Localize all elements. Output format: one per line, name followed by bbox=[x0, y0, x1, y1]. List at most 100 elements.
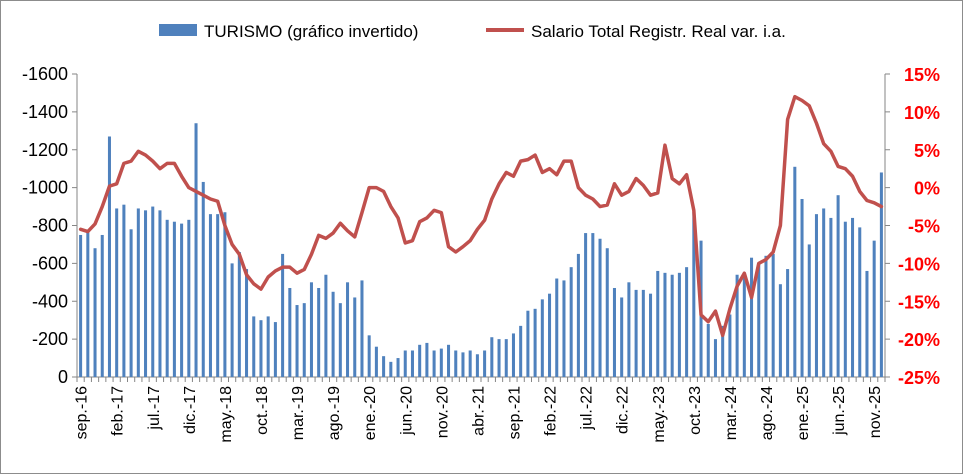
bar bbox=[216, 214, 220, 377]
bar bbox=[165, 219, 169, 377]
bar bbox=[706, 323, 710, 377]
bar bbox=[100, 234, 104, 377]
right-tick-label: -25% bbox=[898, 368, 940, 388]
bar bbox=[295, 305, 299, 377]
bar bbox=[317, 287, 321, 377]
x-tick-label: may.-18 bbox=[218, 386, 235, 443]
bar bbox=[814, 214, 818, 377]
x-tick-label: oct.-23 bbox=[687, 386, 704, 435]
bar bbox=[245, 269, 249, 377]
bar bbox=[223, 212, 227, 377]
legend-bars-label: TURISMO (gráfico invertido) bbox=[204, 22, 418, 41]
bar bbox=[115, 208, 119, 377]
bar bbox=[786, 269, 790, 377]
bar bbox=[822, 208, 826, 377]
bar bbox=[504, 339, 508, 378]
left-tick-label: -1200 bbox=[22, 140, 68, 160]
x-tick-label: may.-23 bbox=[651, 386, 668, 443]
right-tick-label: 0% bbox=[914, 179, 940, 199]
bar bbox=[396, 358, 400, 377]
bar bbox=[757, 263, 761, 378]
bar bbox=[107, 136, 111, 377]
bar bbox=[410, 350, 414, 377]
right-tick-label: 10% bbox=[904, 103, 940, 123]
bar bbox=[346, 282, 350, 377]
bar bbox=[230, 263, 234, 378]
x-tick-label: jul.-22 bbox=[579, 386, 596, 431]
bar bbox=[403, 350, 407, 377]
bar bbox=[461, 352, 465, 377]
left-tick-label: -800 bbox=[32, 216, 68, 236]
bar bbox=[237, 252, 241, 377]
bar bbox=[86, 231, 90, 377]
bar bbox=[721, 325, 725, 377]
left-tick-label: -400 bbox=[32, 291, 68, 311]
bar bbox=[79, 234, 83, 377]
legend-line-label: Salario Total Registr. Real var. i.a. bbox=[531, 22, 786, 41]
bar bbox=[750, 257, 754, 377]
bar bbox=[584, 233, 588, 377]
x-tick-label: ago.-19 bbox=[326, 386, 343, 440]
x-tick-label: dic.-22 bbox=[615, 386, 632, 434]
bar bbox=[497, 339, 501, 378]
bar bbox=[259, 320, 263, 377]
right-tick-label: -10% bbox=[898, 254, 940, 274]
bar bbox=[519, 325, 523, 377]
bar bbox=[829, 217, 833, 377]
bar bbox=[670, 274, 674, 377]
bar bbox=[389, 361, 393, 377]
bar bbox=[879, 172, 883, 377]
bar bbox=[151, 206, 155, 377]
right-tick-label: 5% bbox=[914, 141, 940, 161]
bar bbox=[273, 322, 277, 377]
x-tick-label: ene.-20 bbox=[362, 386, 379, 440]
bar bbox=[418, 344, 422, 377]
x-tick-label: ene.-25 bbox=[795, 386, 812, 440]
bar bbox=[252, 316, 256, 377]
salary-line bbox=[78, 94, 884, 338]
bar bbox=[591, 233, 595, 377]
bar bbox=[425, 342, 429, 377]
x-tick-label: mar.-24 bbox=[723, 386, 740, 440]
x-tick-label: jun.-20 bbox=[398, 386, 415, 436]
bar bbox=[576, 253, 580, 377]
bar bbox=[266, 316, 270, 377]
x-tick-label: jul.-17 bbox=[146, 386, 163, 431]
right-axis-labels: 15% 10% 5% 0% -5% -10% -15% -20% -25% bbox=[898, 65, 940, 388]
bar bbox=[685, 267, 689, 377]
bar bbox=[771, 253, 775, 377]
bar bbox=[122, 204, 126, 377]
left-tick-label: 0 bbox=[58, 367, 68, 387]
bar bbox=[511, 333, 515, 377]
bar bbox=[548, 293, 552, 377]
bar bbox=[288, 287, 292, 377]
bar bbox=[490, 337, 494, 377]
bar bbox=[158, 210, 162, 377]
left-tick-label: -1400 bbox=[22, 102, 68, 122]
bar bbox=[187, 219, 191, 377]
bar bbox=[324, 274, 328, 377]
bar bbox=[360, 280, 364, 377]
left-tick-label: -1000 bbox=[22, 178, 68, 198]
bar bbox=[605, 248, 609, 377]
line-series bbox=[78, 94, 884, 338]
x-tick-label: nov.-20 bbox=[434, 386, 451, 438]
right-tick-label: -15% bbox=[898, 292, 940, 312]
bar bbox=[663, 272, 667, 377]
x-tick-label: abr.-21 bbox=[470, 386, 487, 436]
bar bbox=[612, 287, 616, 377]
bar bbox=[180, 223, 184, 377]
x-tick-label: ago.-24 bbox=[759, 386, 776, 440]
bar bbox=[692, 212, 696, 377]
x-tick-label: feb.-17 bbox=[110, 386, 127, 436]
legend-bars-swatch bbox=[159, 24, 197, 36]
bar bbox=[309, 282, 313, 377]
bar bbox=[627, 282, 631, 377]
bar bbox=[468, 350, 472, 377]
bar bbox=[353, 297, 357, 377]
bar bbox=[201, 181, 205, 377]
x-tick-label: feb.-22 bbox=[543, 386, 560, 436]
bar bbox=[540, 299, 544, 377]
right-tick-label: -5% bbox=[908, 217, 940, 237]
bar bbox=[865, 270, 869, 377]
